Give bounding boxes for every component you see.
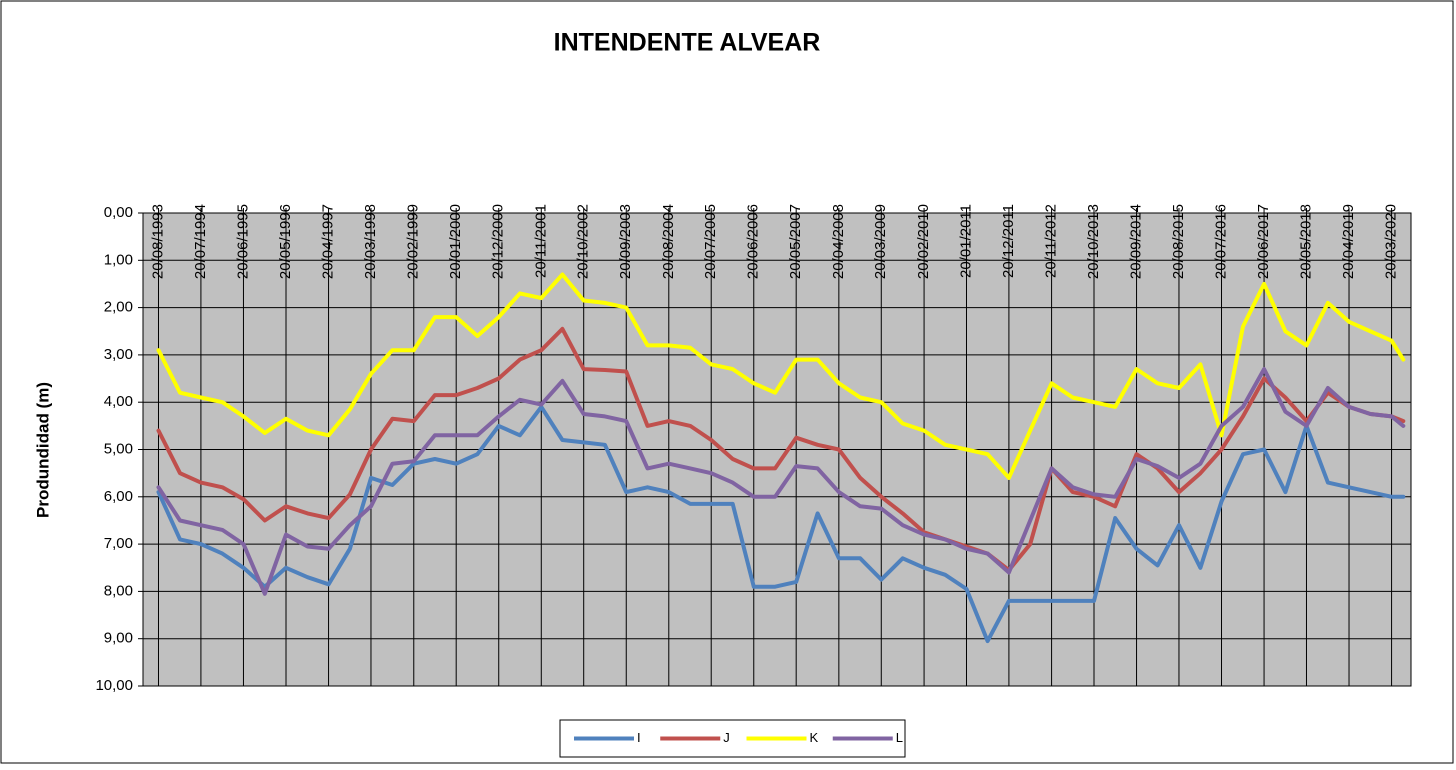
x-tick-label: 20/10/2013 [1085,204,1102,279]
x-tick-label: 20/04/2019 [1340,204,1357,279]
x-tick-label: 20/03/2020 [1383,204,1400,279]
y-tick-label: 6,00 [104,488,133,505]
legend-label: K [810,730,819,745]
y-tick-label: 0,00 [104,204,133,221]
x-tick-label: 20/07/1994 [192,204,209,279]
y-tick-label: 1,00 [104,251,133,268]
x-tick-label: 20/04/2008 [830,204,847,279]
y-tick-label: 7,00 [104,535,133,552]
legend: I J K L [559,719,906,758]
legend-label: J [723,730,730,745]
y-tick-label: 9,00 [104,630,133,647]
series-line [156,404,1406,644]
x-tick-label: 20/03/1998 [362,204,379,279]
x-tick-label: 20/08/2004 [660,204,677,279]
legend-label: I [637,730,641,745]
y-tick-label: 8,00 [104,582,133,599]
x-tick-label: 20/12/2000 [490,204,507,279]
x-tick-label: 20/09/2014 [1128,204,1145,279]
x-tick-label: 20/05/2018 [1297,204,1314,279]
y-tick-label: 2,00 [104,299,133,316]
x-tick-label: 20/07/2005 [702,204,719,279]
x-tick-label: 20/05/1996 [277,204,294,279]
x-tick-label: 20/10/2002 [575,204,592,279]
x-tick-label: 20/12/2011 [1000,204,1017,278]
y-tick-label: 10,00 [95,677,133,694]
x-tick-label: 20/06/2017 [1255,204,1272,279]
x-tick-label: 20/04/1997 [320,204,337,279]
series-line [156,272,1406,480]
y-tick-label: 4,00 [104,393,133,410]
x-tick-label: 20/07/2016 [1212,204,1229,279]
x-tick-label: 20/01/2011 [957,204,974,278]
x-tick-label: 20/02/2010 [915,204,932,279]
x-tick-label: 20/01/2000 [447,204,464,279]
x-tick-label: 20/06/1995 [234,204,251,279]
series-line [156,326,1406,573]
x-tick-label: 20/05/2007 [787,204,804,279]
plot-area: 0,00 1,00 2,00 3,00 4,00 5,00 6,00 7,00 8,00 9,00… [95,204,1412,694]
x-tick-label: 20/11/2012 [1043,204,1060,278]
legend-label: L [896,730,903,745]
x-tick-label: 20/09/2003 [617,204,634,279]
series-line [156,367,1406,596]
x-tick-label: 20/02/1999 [405,204,422,279]
y-axis-label: Produndidad (m) [33,382,52,518]
y-tick-label: 3,00 [104,346,133,363]
x-tick-label: 20/03/2009 [872,204,889,279]
y-tick-label: 5,00 [104,440,133,457]
x-tick-label: 20/08/1993 [149,204,166,279]
x-tick-label: 20/06/2006 [745,204,762,279]
chart-title: INTENDENTE ALVEAR [554,29,821,57]
x-tick-label: 20/11/2001 [532,204,549,278]
x-tick-label: 20/08/2015 [1170,204,1187,279]
